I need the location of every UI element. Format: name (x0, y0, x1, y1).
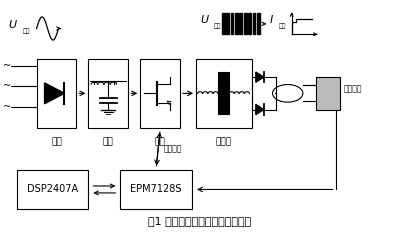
Text: I: I (270, 15, 273, 25)
Polygon shape (256, 104, 264, 115)
Text: 滤波: 滤波 (103, 137, 114, 146)
Text: ~: ~ (3, 102, 11, 112)
Text: 次级: 次级 (279, 23, 286, 28)
Bar (248, 14, 251, 34)
Text: U: U (200, 15, 208, 25)
Text: 初级: 初级 (214, 23, 222, 28)
Bar (231, 14, 234, 34)
Bar (253, 14, 256, 34)
Polygon shape (256, 72, 264, 82)
Text: EPM7128S: EPM7128S (130, 185, 182, 195)
Bar (235, 14, 238, 34)
Bar (226, 14, 229, 34)
Text: 次级检测: 次级检测 (344, 84, 362, 93)
Text: ~: ~ (3, 61, 11, 71)
Bar (257, 14, 260, 34)
Text: 初级检测: 初级检测 (164, 144, 183, 153)
Bar (222, 14, 225, 34)
Bar (196, 58, 252, 128)
Bar (140, 58, 180, 128)
Bar (17, 170, 88, 209)
Text: 逆变: 逆变 (155, 137, 166, 146)
Bar (36, 58, 76, 128)
Bar (120, 170, 192, 209)
Text: U: U (9, 20, 17, 30)
Bar (218, 72, 230, 114)
Polygon shape (44, 83, 64, 104)
Bar (88, 58, 128, 128)
Bar (244, 14, 247, 34)
Text: DSP2407A: DSP2407A (27, 185, 78, 195)
Bar (240, 14, 242, 34)
Text: ~: ~ (3, 81, 11, 91)
Text: 图1 中频逆变电源主电路总体框图: 图1 中频逆变电源主电路总体框图 (148, 216, 252, 226)
Text: 变压器: 变压器 (216, 137, 232, 146)
Text: 电源: 电源 (23, 28, 30, 34)
Text: 整流: 整流 (51, 137, 62, 146)
Bar (316, 77, 340, 110)
